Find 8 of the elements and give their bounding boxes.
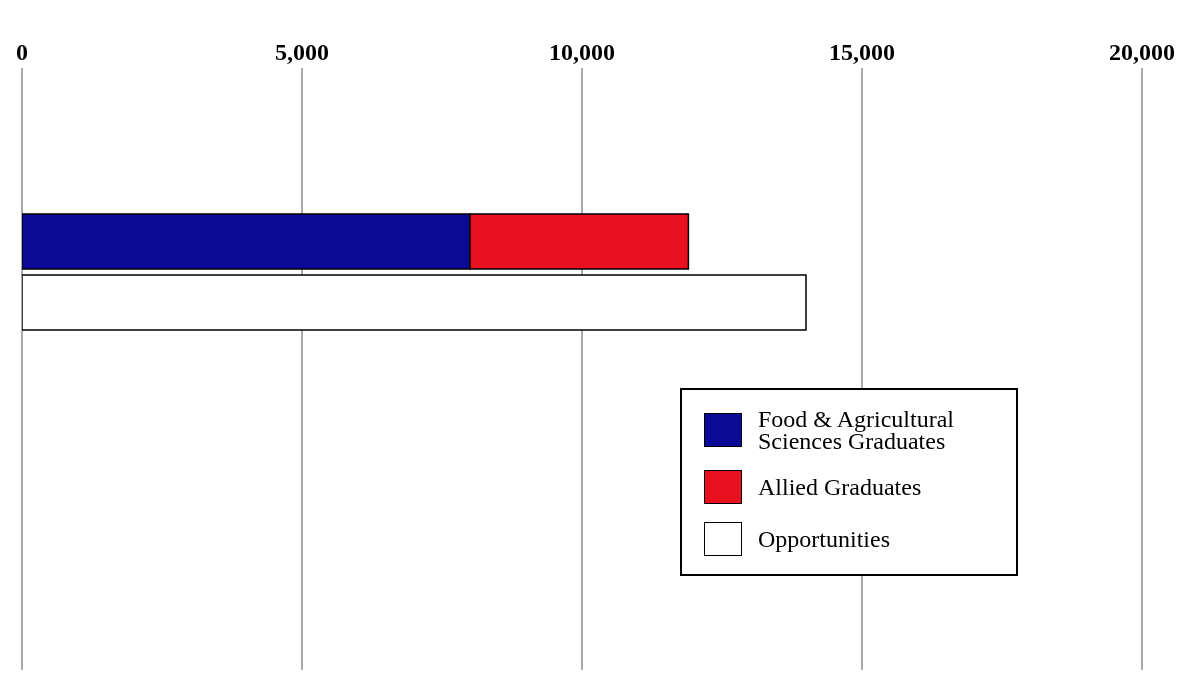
x-tick-label: 15,000	[829, 39, 895, 65]
legend-label: Allied Graduates	[758, 474, 922, 500]
legend-label: Food & Agricultural Sciences Graduates	[758, 406, 955, 454]
legend-label: Opportunities	[758, 526, 890, 552]
x-tick-label: 10,000	[549, 39, 615, 65]
x-tick-label: 5,000	[275, 39, 329, 65]
x-tick-label: 20,000	[1109, 39, 1175, 65]
x-tick-label: 0	[16, 39, 28, 65]
